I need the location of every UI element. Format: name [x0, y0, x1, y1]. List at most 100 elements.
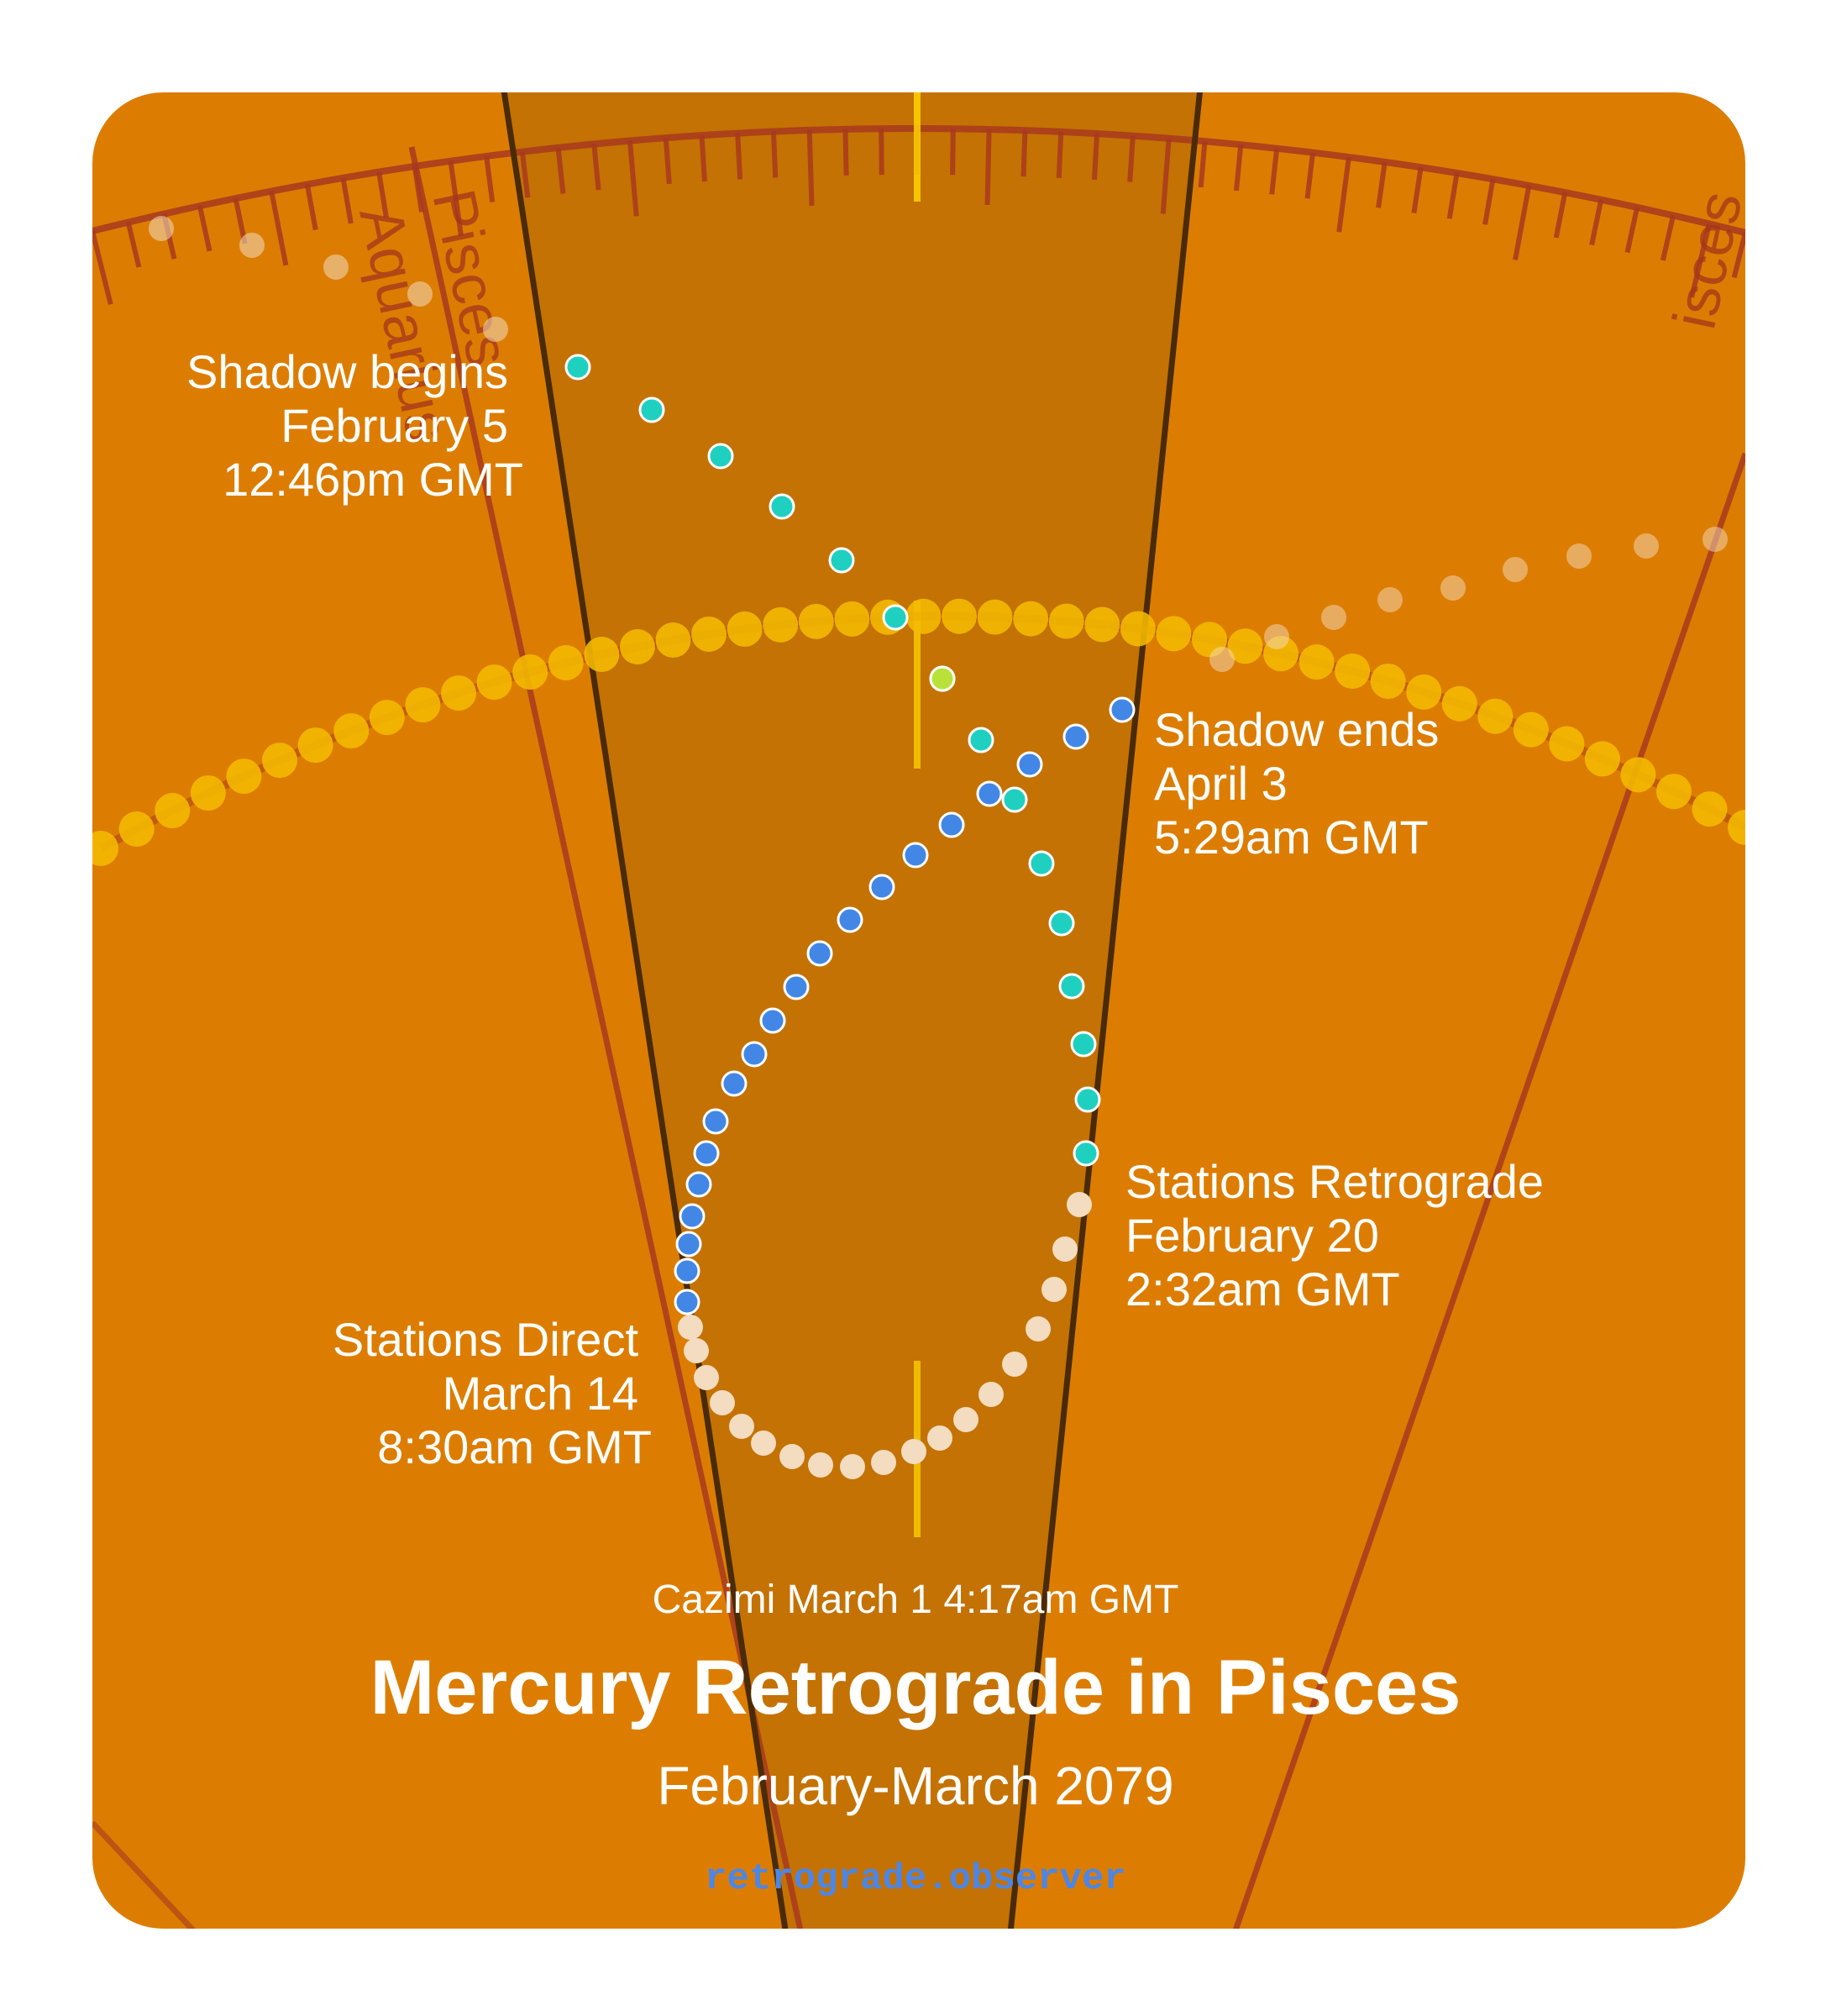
- sun-dot: [942, 598, 978, 634]
- degree-tick: [233, 197, 248, 244]
- degree-tick: [269, 190, 289, 266]
- page-title: Mercury Retrograde in Pisces: [370, 1645, 1461, 1730]
- post-shadow-dot: [693, 1140, 720, 1167]
- degree-tick: [304, 183, 318, 231]
- sun-dot: [1406, 674, 1442, 710]
- degree-tick: [1411, 166, 1424, 214]
- retrograde-dot: [1052, 1236, 1078, 1262]
- degree-tick: [340, 177, 354, 224]
- site-url[interactable]: retrograde.observer: [705, 1858, 1126, 1900]
- shadow-phase-dot: [1048, 910, 1075, 937]
- sun-dot: [369, 700, 405, 736]
- sun-dot: [1227, 628, 1263, 664]
- shadow-phase-dot: [1001, 786, 1028, 813]
- sun-dot: [1441, 685, 1477, 722]
- degree-tick: [484, 155, 496, 202]
- label-shadow-begins: Shadow begins February 5 12:46pm GMT: [186, 345, 523, 506]
- degree-tick: [1091, 133, 1100, 181]
- degree-tick: [984, 129, 992, 206]
- sun-dot: [1013, 601, 1049, 637]
- faded-dot: [149, 216, 174, 241]
- retrograde-dot: [1041, 1277, 1067, 1302]
- degree-tick: [1233, 144, 1244, 192]
- degree-tick: [1624, 207, 1640, 254]
- faded-dot: [1503, 557, 1528, 582]
- label-stations-direct: Stations Direct March 14 8:30am GMT: [333, 1313, 652, 1473]
- degree-tick: [1127, 135, 1136, 182]
- sun-dot: [691, 616, 727, 652]
- svg-text:February 5: February 5: [281, 399, 508, 452]
- degree-tick: [1589, 199, 1604, 246]
- degree-tick: [1513, 185, 1532, 260]
- shadow-phase-dot: [638, 396, 665, 423]
- post-shadow-dot: [1062, 723, 1089, 750]
- faded-dot: [483, 317, 508, 342]
- degree-tick: [1160, 138, 1172, 214]
- svg-text:Shadow begins: Shadow begins: [186, 345, 508, 398]
- degree-tick: [448, 160, 464, 237]
- degree-tick: [627, 140, 639, 217]
- sun-dot: [297, 727, 333, 764]
- shadow-phase-dot: [1074, 1086, 1101, 1113]
- shadow-end-edge: [1005, 92, 1204, 1929]
- sun-dot: [1549, 726, 1585, 762]
- retrograde-dot: [927, 1425, 952, 1451]
- post-shadow-dot: [674, 1257, 700, 1284]
- shadow-phase-dot: [707, 443, 734, 470]
- post-shadow-dot: [741, 1041, 768, 1068]
- sun-dot: [262, 743, 298, 779]
- retrograde-dot: [840, 1454, 865, 1479]
- post-shadow-dot: [721, 1070, 748, 1097]
- retrograde-dot: [978, 1382, 1004, 1407]
- retrograde-dot: [953, 1407, 978, 1432]
- svg-text:Stations Direct: Stations Direct: [333, 1313, 639, 1366]
- degree-tick: [519, 151, 531, 198]
- retrograde-dot: [710, 1390, 735, 1415]
- post-shadow-dot: [783, 974, 810, 1000]
- faded-dot: [1702, 527, 1728, 552]
- cazimi-label: Cazimi March 1 4:17am GMT: [653, 1578, 1179, 1622]
- sun-dot: [118, 811, 155, 848]
- post-shadow-dot: [806, 940, 833, 967]
- degree-tick: [1689, 223, 1712, 298]
- faded-path: [149, 216, 1728, 672]
- faded-dot: [239, 233, 265, 258]
- sun-dot: [1728, 810, 1745, 845]
- degree-tick: [806, 129, 815, 207]
- post-shadow-dot: [679, 1203, 706, 1230]
- svg-text:March 14: March 14: [443, 1367, 638, 1420]
- post-shadow-dot: [702, 1108, 729, 1135]
- retrograde-dot: [1026, 1316, 1051, 1341]
- degree-tick: [663, 137, 672, 185]
- post-shadow-dot: [938, 811, 965, 838]
- degree-tick: [879, 129, 884, 176]
- shadow-zone: [502, 92, 1201, 1929]
- post-shadow-dot: [1109, 696, 1136, 723]
- degree-tick: [92, 230, 113, 306]
- sun-dot: [1655, 774, 1692, 810]
- sun-dot: [512, 654, 548, 690]
- cazimi-dot: [929, 665, 956, 692]
- retrograde-dot: [694, 1365, 719, 1390]
- post-shadow-dot: [685, 1171, 712, 1198]
- shadow-phase-dot: [1058, 973, 1085, 1000]
- degree-tick: [1304, 152, 1316, 199]
- faded-dot: [1440, 575, 1466, 601]
- degree-tick: [699, 134, 707, 182]
- post-shadow-dot: [902, 842, 929, 869]
- cazimi-marker: [914, 601, 921, 769]
- post-shadow-dot: [868, 874, 895, 900]
- degree-tick: [770, 131, 779, 178]
- shadow-start-edge: [499, 92, 793, 1929]
- svg-text:April 3: April 3: [1154, 757, 1288, 810]
- post-shadow-dot: [1016, 751, 1043, 778]
- svg-text:2:32am GMT: 2:32am GMT: [1125, 1263, 1400, 1315]
- sun-path: [92, 598, 1745, 866]
- retrograde-dot: [1002, 1352, 1027, 1377]
- faded-dot: [1264, 624, 1289, 649]
- faded-dot: [407, 281, 433, 307]
- sun-dot: [405, 687, 441, 723]
- post-shadow-dot: [759, 1007, 786, 1034]
- svg-text:8:30am GMT: 8:30am GMT: [377, 1420, 652, 1473]
